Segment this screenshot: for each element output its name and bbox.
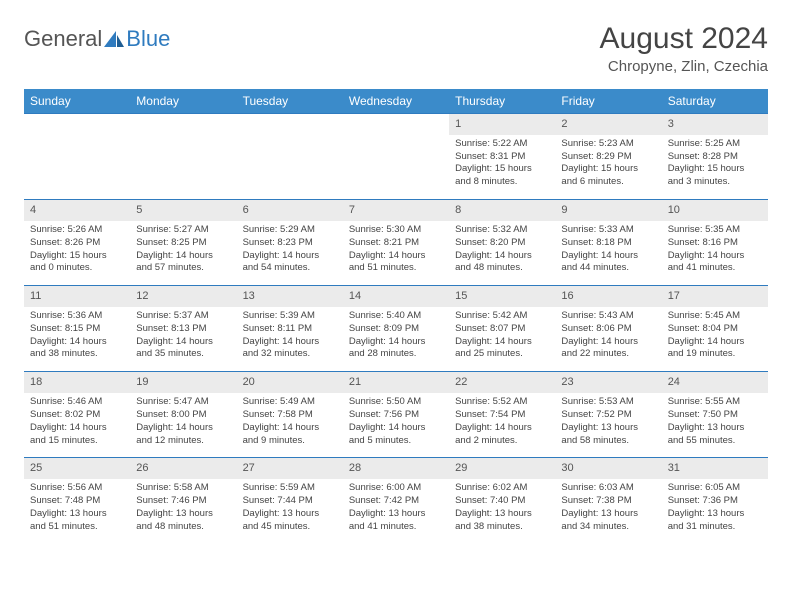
day-details: Sunrise: 5:37 AMSunset: 8:13 PMDaylight:… [130, 307, 236, 372]
day-header: Friday [555, 89, 661, 114]
day-details: Sunrise: 5:43 AMSunset: 8:06 PMDaylight:… [555, 307, 661, 372]
day-details: Sunrise: 5:32 AMSunset: 8:20 PMDaylight:… [449, 221, 555, 286]
empty-cell [237, 114, 343, 135]
day-details: Sunrise: 5:55 AMSunset: 7:50 PMDaylight:… [662, 393, 768, 458]
day-number: 1 [449, 114, 555, 135]
title-block: August 2024 Chropyne, Zlin, Czechia [600, 22, 768, 75]
day-header: Tuesday [237, 89, 343, 114]
day-details: Sunrise: 5:23 AMSunset: 8:29 PMDaylight:… [555, 135, 661, 200]
day-number: 17 [662, 286, 768, 307]
detail-row: Sunrise: 5:22 AMSunset: 8:31 PMDaylight:… [24, 135, 768, 200]
header: General Blue August 2024 Chropyne, Zlin,… [24, 22, 768, 75]
day-number: 22 [449, 372, 555, 393]
day-number: 25 [24, 458, 130, 479]
day-header: Saturday [662, 89, 768, 114]
empty-cell [343, 114, 449, 135]
day-details: Sunrise: 6:00 AMSunset: 7:42 PMDaylight:… [343, 479, 449, 543]
empty-cell [130, 135, 236, 200]
logo-sail-icon [104, 31, 124, 47]
day-number: 30 [555, 458, 661, 479]
day-number: 7 [343, 200, 449, 221]
day-number: 9 [555, 200, 661, 221]
day-header-row: SundayMondayTuesdayWednesdayThursdayFrid… [24, 89, 768, 114]
daynum-row: 11121314151617 [24, 286, 768, 307]
day-details: Sunrise: 5:56 AMSunset: 7:48 PMDaylight:… [24, 479, 130, 543]
logo-text-general: General [24, 26, 102, 52]
day-number: 26 [130, 458, 236, 479]
day-number: 2 [555, 114, 661, 135]
daynum-row: 18192021222324 [24, 372, 768, 393]
day-details: Sunrise: 5:29 AMSunset: 8:23 PMDaylight:… [237, 221, 343, 286]
day-number: 31 [662, 458, 768, 479]
detail-row: Sunrise: 5:56 AMSunset: 7:48 PMDaylight:… [24, 479, 768, 543]
empty-cell [130, 114, 236, 135]
day-number: 16 [555, 286, 661, 307]
day-details: Sunrise: 5:25 AMSunset: 8:28 PMDaylight:… [662, 135, 768, 200]
day-details: Sunrise: 5:49 AMSunset: 7:58 PMDaylight:… [237, 393, 343, 458]
day-header: Sunday [24, 89, 130, 114]
day-details: Sunrise: 5:52 AMSunset: 7:54 PMDaylight:… [449, 393, 555, 458]
month-title: August 2024 [600, 22, 768, 56]
day-number: 4 [24, 200, 130, 221]
day-number: 20 [237, 372, 343, 393]
day-number: 19 [130, 372, 236, 393]
day-details: Sunrise: 5:53 AMSunset: 7:52 PMDaylight:… [555, 393, 661, 458]
day-details: Sunrise: 5:40 AMSunset: 8:09 PMDaylight:… [343, 307, 449, 372]
day-number: 12 [130, 286, 236, 307]
day-header: Wednesday [343, 89, 449, 114]
detail-row: Sunrise: 5:36 AMSunset: 8:15 PMDaylight:… [24, 307, 768, 372]
day-number: 18 [24, 372, 130, 393]
detail-row: Sunrise: 5:46 AMSunset: 8:02 PMDaylight:… [24, 393, 768, 458]
day-number: 15 [449, 286, 555, 307]
day-details: Sunrise: 5:58 AMSunset: 7:46 PMDaylight:… [130, 479, 236, 543]
day-details: Sunrise: 5:46 AMSunset: 8:02 PMDaylight:… [24, 393, 130, 458]
day-details: Sunrise: 5:33 AMSunset: 8:18 PMDaylight:… [555, 221, 661, 286]
day-details: Sunrise: 5:36 AMSunset: 8:15 PMDaylight:… [24, 307, 130, 372]
daynum-row: 25262728293031 [24, 458, 768, 479]
empty-cell [237, 135, 343, 200]
day-number: 13 [237, 286, 343, 307]
day-number: 24 [662, 372, 768, 393]
day-details: Sunrise: 5:59 AMSunset: 7:44 PMDaylight:… [237, 479, 343, 543]
day-number: 3 [662, 114, 768, 135]
day-number: 11 [24, 286, 130, 307]
day-number: 23 [555, 372, 661, 393]
day-details: Sunrise: 5:22 AMSunset: 8:31 PMDaylight:… [449, 135, 555, 200]
logo: General Blue [24, 26, 170, 52]
day-details: Sunrise: 5:39 AMSunset: 8:11 PMDaylight:… [237, 307, 343, 372]
day-details: Sunrise: 5:42 AMSunset: 8:07 PMDaylight:… [449, 307, 555, 372]
day-number: 6 [237, 200, 343, 221]
empty-cell [343, 135, 449, 200]
logo-text-blue: Blue [126, 26, 170, 52]
day-number: 27 [237, 458, 343, 479]
empty-cell [24, 135, 130, 200]
detail-row: Sunrise: 5:26 AMSunset: 8:26 PMDaylight:… [24, 221, 768, 286]
empty-cell [24, 114, 130, 135]
day-details: Sunrise: 5:35 AMSunset: 8:16 PMDaylight:… [662, 221, 768, 286]
day-header: Monday [130, 89, 236, 114]
day-details: Sunrise: 6:03 AMSunset: 7:38 PMDaylight:… [555, 479, 661, 543]
daynum-row: 123 [24, 114, 768, 135]
day-details: Sunrise: 5:47 AMSunset: 8:00 PMDaylight:… [130, 393, 236, 458]
day-number: 14 [343, 286, 449, 307]
day-header: Thursday [449, 89, 555, 114]
day-details: Sunrise: 5:45 AMSunset: 8:04 PMDaylight:… [662, 307, 768, 372]
day-details: Sunrise: 5:30 AMSunset: 8:21 PMDaylight:… [343, 221, 449, 286]
day-number: 8 [449, 200, 555, 221]
day-number: 28 [343, 458, 449, 479]
day-details: Sunrise: 5:26 AMSunset: 8:26 PMDaylight:… [24, 221, 130, 286]
daynum-row: 45678910 [24, 200, 768, 221]
day-number: 29 [449, 458, 555, 479]
calendar-table: SundayMondayTuesdayWednesdayThursdayFrid… [24, 89, 768, 543]
day-details: Sunrise: 6:02 AMSunset: 7:40 PMDaylight:… [449, 479, 555, 543]
day-number: 5 [130, 200, 236, 221]
day-number: 21 [343, 372, 449, 393]
day-details: Sunrise: 5:50 AMSunset: 7:56 PMDaylight:… [343, 393, 449, 458]
day-details: Sunrise: 6:05 AMSunset: 7:36 PMDaylight:… [662, 479, 768, 543]
day-number: 10 [662, 200, 768, 221]
location: Chropyne, Zlin, Czechia [600, 58, 768, 75]
day-details: Sunrise: 5:27 AMSunset: 8:25 PMDaylight:… [130, 221, 236, 286]
